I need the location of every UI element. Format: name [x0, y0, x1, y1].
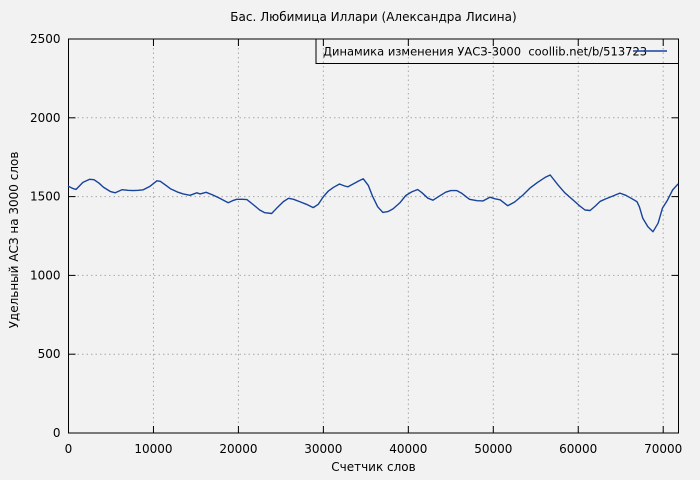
x-tick-label: 20000	[219, 442, 257, 456]
y-tick-label: 0	[53, 426, 61, 440]
y-tick-label: 1500	[30, 190, 61, 204]
y-tick-label: 500	[38, 347, 61, 361]
x-tick-label: 30000	[304, 442, 342, 456]
x-axis-title: Счетчик слов	[331, 460, 416, 474]
plot-generated-layer: 0 10000 20000 30000 40000 50000 60000 70000 0 500…	[30, 32, 682, 456]
x-tick-label: 70000	[644, 442, 682, 456]
y-tick-label: 1000	[30, 268, 61, 282]
x-tick-label: 40000	[389, 442, 427, 456]
data-line	[67, 174, 679, 233]
x-tick-label: 10000	[134, 442, 172, 456]
chart-title: Бас. Любимица Иллари (Александра Лисина)	[230, 10, 517, 24]
plot-border	[68, 38, 679, 434]
legend-box	[315, 38, 679, 64]
x-tick-label: 50000	[474, 442, 512, 456]
legend: Динамика изменения УАСЗ-3000 coollib.net…	[315, 38, 679, 64]
x-tick-label: 60000	[559, 442, 597, 456]
y-tick-label: 2500	[30, 32, 61, 46]
legend-label: Динамика изменения УАСЗ-3000 coollib.net…	[323, 45, 647, 59]
y-tick-label: 2000	[30, 111, 61, 125]
x-tick-label: 0	[65, 442, 73, 456]
